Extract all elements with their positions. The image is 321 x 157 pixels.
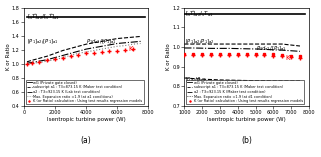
Text: K: K: [128, 46, 133, 52]
Text: (a): (a): [81, 136, 91, 145]
Text: (b): (b): [241, 136, 252, 145]
Y-axis label: K or Ratio: K or Ratio: [166, 43, 171, 70]
Y-axis label: K or Ratio: K or Ratio: [5, 43, 11, 70]
Text: $[\beta 1]_{a2}/\beta 1_{a1}$: $[\beta 1]_{a2}/\beta 1_{a1}$: [27, 95, 56, 104]
Text: $[P_1]_{a2}/P_1]_{a2}$: $[P_1]_{a2}/P_1]_{a2}$: [185, 38, 215, 46]
Text: K: K: [286, 55, 290, 61]
X-axis label: Isentropic turbine power (W): Isentropic turbine power (W): [207, 117, 286, 122]
Legend: wG (Private gate closed), subscript a1 : T3=873.15 K (Maker test condition), a2 : wG (Private gate closed), subscript a1 :…: [186, 80, 304, 104]
Text: $[\beta_{a2}/\beta_{a1}$: $[\beta_{a2}/\beta_{a1}$: [185, 75, 206, 84]
X-axis label: Isentropic turbine power (W): Isentropic turbine power (W): [47, 117, 126, 122]
Text: $[_s\widetilde{T}]_{a2}/[_s\widetilde{T}]_{a1}$: $[_s\widetilde{T}]_{a2}/[_s\widetilde{T}…: [27, 12, 60, 22]
Text: $[P_1]_{a2}/[P_1]_{a1}$: $[P_1]_{a2}/[P_1]_{a1}$: [27, 37, 59, 46]
Text: $P_1d_{a2}/[P_1]_{a1}$: $P_1d_{a2}/[P_1]_{a1}$: [86, 37, 117, 46]
Text: $P_1d_{a2}/[P_1]_{a1}$: $P_1d_{a2}/[P_1]_{a1}$: [256, 45, 286, 53]
Legend: wG (Private gate closed), subscript a1 : T3=873.15 K (Maker test condition), a2 : wG (Private gate closed), subscript a1 :…: [26, 80, 143, 104]
Text: $[_s\widetilde{T}]_{a2}/_sT_{a1}$: $[_s\widetilde{T}]_{a2}/_sT_{a1}$: [185, 10, 214, 19]
